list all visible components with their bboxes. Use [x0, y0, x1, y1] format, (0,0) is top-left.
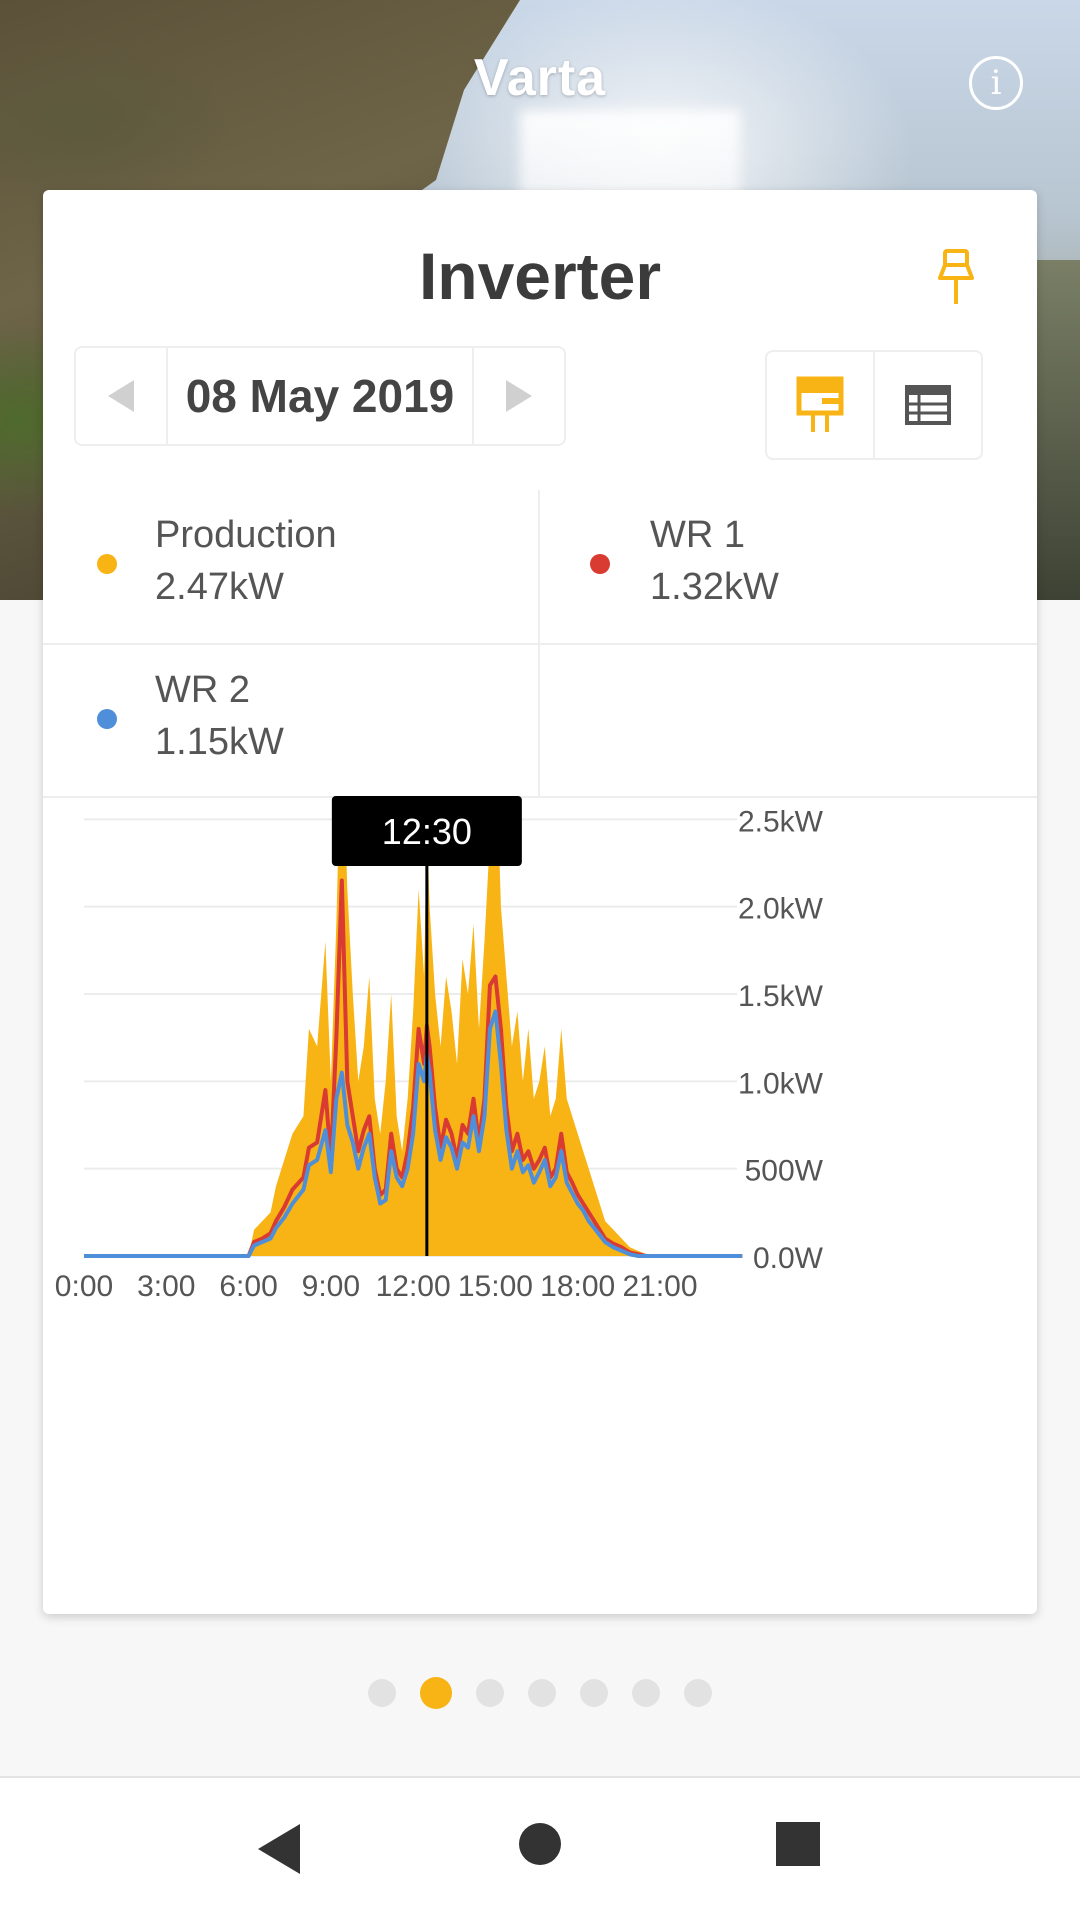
- y-tick-label: 2.5kW: [738, 805, 824, 838]
- x-tick-label: 9:00: [302, 1270, 360, 1303]
- x-tick-label: 15:00: [458, 1270, 533, 1303]
- page-dot[interactable]: [684, 1679, 712, 1707]
- table-view-button[interactable]: [873, 352, 981, 458]
- legend-dot: [97, 709, 117, 729]
- legend-item-wr2[interactable]: WR 2 1.15kW: [43, 643, 540, 796]
- y-tick-label: 1.0kW: [738, 1067, 824, 1100]
- power-chart[interactable]: 0.0W500W1.0kW1.5kW2.0kW2.5kW3.0kW0:003:0…: [43, 705, 1037, 1614]
- legend-value: 1.32kW: [650, 566, 779, 608]
- legend-name: WR 1: [650, 514, 745, 556]
- y-tick-label: 1.5kW: [738, 980, 824, 1013]
- legend-value: 2.47kW: [155, 566, 284, 608]
- selected-date[interactable]: 08 May 2019: [185, 370, 455, 422]
- legend-dot: [590, 554, 610, 574]
- legend-dot: [97, 554, 117, 574]
- page-indicator: [0, 1677, 1080, 1709]
- cursor-tooltip: [331, 796, 522, 866]
- page-dot[interactable]: [580, 1679, 608, 1707]
- legend-empty-cell: [540, 643, 1037, 796]
- table-view-icon: [905, 385, 951, 425]
- y-tick-label: 2.0kW: [738, 893, 824, 926]
- legend-value: 1.15kW: [155, 721, 284, 763]
- back-icon[interactable]: [254, 1822, 304, 1876]
- chevron-left-icon: [108, 380, 134, 412]
- chart-area[interactable]: 0.0W500W1.0kW1.5kW2.0kW2.5kW3.0kW0:003:0…: [43, 705, 1037, 1614]
- recents-icon[interactable]: [776, 1822, 820, 1866]
- next-day-button[interactable]: [472, 348, 564, 444]
- legend: Production 2.47kW WR 1 1.32kW WR 2 1.15k…: [43, 490, 1037, 796]
- y-tick-label: 500W: [745, 1155, 824, 1188]
- chart-view-button[interactable]: [767, 352, 873, 458]
- pin-icon[interactable]: [936, 248, 976, 308]
- x-tick-label: 21:00: [622, 1270, 697, 1303]
- page-dot[interactable]: [476, 1679, 504, 1707]
- prev-day-button[interactable]: [76, 348, 168, 444]
- y-tick-label: 0.0W: [753, 1242, 824, 1275]
- page-dot[interactable]: [420, 1677, 452, 1709]
- cursor-label: 12:30: [382, 811, 472, 852]
- x-tick-label: 3:00: [137, 1270, 195, 1303]
- legend-item-wr1[interactable]: WR 1 1.32kW: [540, 490, 1037, 643]
- legend-name: Production: [155, 514, 337, 556]
- home-icon[interactable]: [518, 1822, 562, 1866]
- info-icon[interactable]: i: [969, 56, 1023, 110]
- system-nav-bar: [0, 1776, 1080, 1922]
- app-title: Varta: [473, 49, 607, 107]
- chart-view-icon: [796, 376, 844, 432]
- series-wr2-line: [84, 1009, 743, 1258]
- card-title: Inverter: [418, 239, 662, 313]
- legend-item-production[interactable]: Production 2.47kW: [43, 490, 540, 643]
- x-tick-label: 6:00: [219, 1270, 277, 1303]
- page-dot[interactable]: [632, 1679, 660, 1707]
- x-tick-label: 12:00: [376, 1270, 451, 1303]
- legend-name: WR 2: [155, 669, 250, 711]
- x-tick-label: 18:00: [540, 1270, 615, 1303]
- page-dot[interactable]: [368, 1679, 396, 1707]
- x-tick-label: 0:00: [55, 1270, 113, 1303]
- inverter-card: Inverter 08 May 2019: [43, 190, 1037, 1614]
- view-toggle: [765, 350, 983, 460]
- divider: [43, 796, 1037, 798]
- series-wr1-line: [84, 878, 743, 1258]
- date-navigator: 08 May 2019: [74, 346, 566, 446]
- chevron-right-icon: [506, 380, 532, 412]
- page-dot[interactable]: [528, 1679, 556, 1707]
